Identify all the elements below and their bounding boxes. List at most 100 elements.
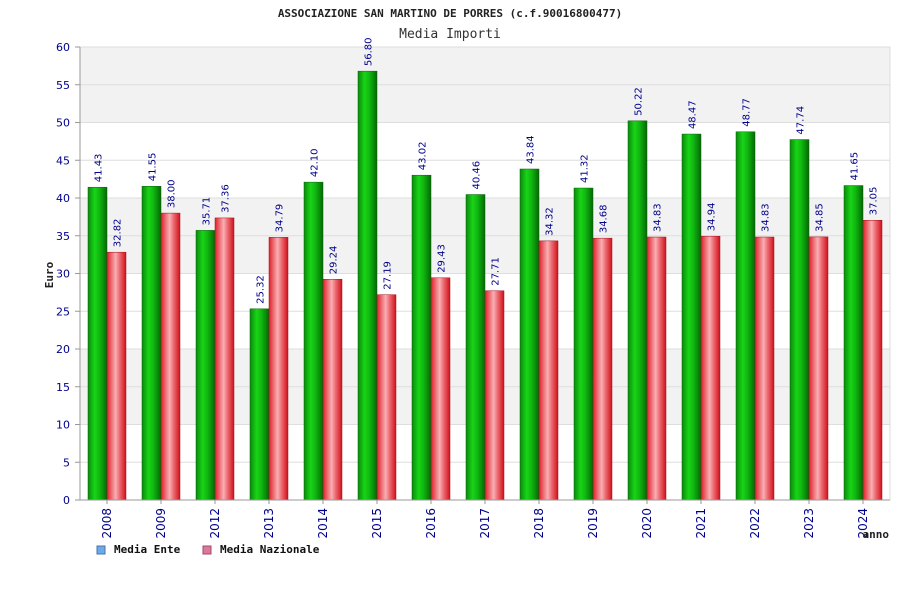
bar-nazionale bbox=[646, 236, 667, 501]
data-label: 34.79 bbox=[275, 204, 286, 233]
x-tick-label: 2019 bbox=[586, 508, 600, 539]
x-tick-label: 2020 bbox=[640, 508, 654, 539]
data-label: 38.00 bbox=[167, 179, 178, 208]
legend-swatch-ente bbox=[96, 545, 106, 555]
legend-label-ente: Media Ente bbox=[114, 543, 181, 556]
bar-ente bbox=[735, 131, 756, 501]
y-tick-label: 45 bbox=[56, 154, 70, 167]
bar-nazionale bbox=[862, 220, 883, 501]
plot-band bbox=[80, 47, 890, 85]
x-tick-label: 2022 bbox=[748, 508, 762, 539]
bar-nazionale bbox=[700, 235, 721, 501]
y-axis-ticks: 0 5 10 15 20 25 30 35 40 45 50 55 60 bbox=[56, 41, 80, 507]
data-label: 50.22 bbox=[634, 87, 645, 116]
bar-ente bbox=[843, 185, 864, 501]
data-label: 27.19 bbox=[383, 261, 394, 290]
data-label: 43.84 bbox=[526, 135, 537, 164]
x-tick-label: 2023 bbox=[802, 508, 816, 539]
y-tick-label: 35 bbox=[56, 230, 70, 243]
y-tick-label: 60 bbox=[56, 41, 70, 54]
data-label: 41.55 bbox=[148, 153, 159, 182]
data-label: 43.02 bbox=[418, 142, 429, 171]
x-axis-ticks: 2008 2009 2012 2013 2014 2015 2016 2017 2018 2019… bbox=[100, 500, 870, 539]
x-tick-label: 2013 bbox=[262, 508, 276, 539]
bar-ente bbox=[411, 174, 432, 501]
x-tick-label: 2012 bbox=[208, 508, 222, 539]
bar-nazionale bbox=[484, 290, 505, 501]
bar-nazionale bbox=[322, 278, 343, 501]
data-label: 37.36 bbox=[221, 184, 232, 213]
y-tick-label: 25 bbox=[56, 305, 70, 318]
plot-band bbox=[80, 84, 890, 123]
plot-band bbox=[80, 122, 890, 161]
legend-label-nazionale: Media Nazionale bbox=[220, 543, 320, 556]
y-tick-label: 30 bbox=[56, 268, 70, 281]
x-axis-label: anno bbox=[863, 528, 890, 541]
y-tick-label: 0 bbox=[63, 494, 70, 507]
y-tick-label: 55 bbox=[56, 79, 70, 92]
x-tick-label: 2015 bbox=[370, 508, 384, 539]
bar-nazionale bbox=[592, 237, 613, 501]
data-label: 40.46 bbox=[472, 161, 483, 190]
data-label: 34.94 bbox=[707, 203, 718, 232]
x-tick-label: 2017 bbox=[478, 508, 492, 539]
data-label: 27.71 bbox=[491, 257, 502, 286]
data-label: 42.10 bbox=[310, 149, 321, 178]
data-label: 47.74 bbox=[796, 106, 807, 135]
y-tick-label: 40 bbox=[56, 192, 70, 205]
data-label: 34.83 bbox=[653, 203, 664, 232]
data-label: 34.68 bbox=[599, 205, 610, 234]
x-tick-label: 2014 bbox=[316, 508, 330, 539]
data-label: 41.43 bbox=[94, 154, 105, 183]
y-tick-label: 5 bbox=[63, 456, 70, 469]
data-label: 35.71 bbox=[202, 197, 213, 226]
x-tick-label: 2024 bbox=[856, 508, 870, 539]
bar-ente bbox=[87, 186, 108, 501]
x-tick-label: 2008 bbox=[100, 508, 114, 539]
data-label: 34.83 bbox=[761, 203, 772, 232]
data-label: 32.82 bbox=[113, 219, 124, 248]
chart-title: ASSOCIAZIONE SAN MARTINO DE PORRES (c.f.… bbox=[278, 7, 622, 20]
data-label: 34.32 bbox=[545, 207, 556, 236]
bar-ente bbox=[681, 133, 702, 501]
data-label: 48.47 bbox=[688, 100, 699, 129]
x-tick-label: 2018 bbox=[532, 508, 546, 539]
bar-ente bbox=[627, 120, 648, 501]
bar-ente bbox=[789, 139, 810, 501]
data-labels-group: 41.43 32.82 41.55 38.00 35.71 37.36 25.32 34.79… bbox=[94, 38, 880, 304]
bar-nazionale bbox=[754, 236, 775, 501]
bar-ente bbox=[573, 187, 594, 501]
data-label: 41.32 bbox=[580, 154, 591, 183]
data-label: 37.05 bbox=[869, 187, 880, 216]
y-tick-label: 20 bbox=[56, 343, 70, 356]
bars-group bbox=[87, 70, 883, 501]
bar-nazionale bbox=[430, 277, 451, 501]
bar-ente bbox=[195, 230, 216, 501]
legend: Media Ente Media Nazionale bbox=[96, 543, 320, 556]
y-tick-label: 50 bbox=[56, 117, 70, 130]
legend-swatch-nazionale bbox=[202, 545, 212, 555]
bar-ente bbox=[465, 194, 486, 501]
data-label: 34.85 bbox=[815, 203, 826, 232]
bar-nazionale bbox=[106, 251, 127, 501]
chart-subtitle: Media Importi bbox=[399, 27, 501, 42]
bar-nazionale bbox=[538, 240, 559, 501]
plot-band bbox=[80, 160, 890, 198]
bar-nazionale bbox=[376, 294, 397, 501]
bar-ente bbox=[141, 186, 162, 501]
y-tick-label: 10 bbox=[56, 419, 70, 432]
bar-nazionale bbox=[808, 236, 829, 501]
y-tick-label: 15 bbox=[56, 381, 70, 394]
x-tick-label: 2021 bbox=[694, 508, 708, 539]
data-label: 56.80 bbox=[364, 38, 375, 67]
data-label: 41.65 bbox=[850, 152, 861, 181]
data-label: 25.32 bbox=[256, 275, 267, 304]
bar-nazionale bbox=[214, 217, 235, 501]
bar-ente bbox=[519, 168, 540, 501]
bar-ente bbox=[249, 308, 270, 501]
bar-nazionale bbox=[160, 212, 181, 501]
x-tick-label: 2009 bbox=[154, 508, 168, 539]
bar-nazionale bbox=[268, 237, 289, 501]
data-label: 29.43 bbox=[437, 244, 448, 273]
